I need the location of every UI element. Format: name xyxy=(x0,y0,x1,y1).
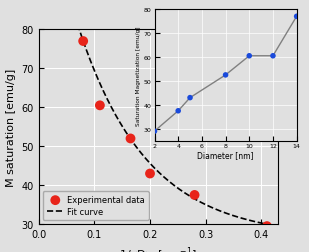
Y-axis label: M saturation [emu/g]: M saturation [emu/g] xyxy=(6,68,16,186)
Point xyxy=(270,54,275,58)
Experimental data xyxy=(128,137,133,141)
X-axis label: 1/<D> [nm$^{-1}$]: 1/<D> [nm$^{-1}$] xyxy=(119,245,197,252)
Experimental data xyxy=(97,104,102,108)
Y-axis label: Saturation Magnetization [emu/g]: Saturation Magnetization [emu/g] xyxy=(136,26,141,125)
Experimental data xyxy=(265,224,269,228)
Point xyxy=(152,130,157,134)
Experimental data xyxy=(192,193,197,197)
Point xyxy=(247,54,252,58)
Point xyxy=(188,96,193,100)
X-axis label: Diameter [nm]: Diameter [nm] xyxy=(197,150,254,159)
Legend: Experimental data, Fit curve: Experimental data, Fit curve xyxy=(43,192,149,220)
Point xyxy=(294,15,299,19)
Fit curve xyxy=(271,224,274,227)
Fit curve xyxy=(276,225,280,228)
Fit curve xyxy=(235,215,238,218)
Fit curve xyxy=(155,169,159,172)
Fit curve xyxy=(156,170,160,173)
Experimental data xyxy=(147,172,152,176)
Fit curve xyxy=(170,182,174,185)
Point xyxy=(223,74,228,78)
Line: Fit curve: Fit curve xyxy=(47,0,278,226)
Experimental data xyxy=(81,40,86,44)
Fit curve xyxy=(183,192,186,195)
Point xyxy=(176,109,181,113)
